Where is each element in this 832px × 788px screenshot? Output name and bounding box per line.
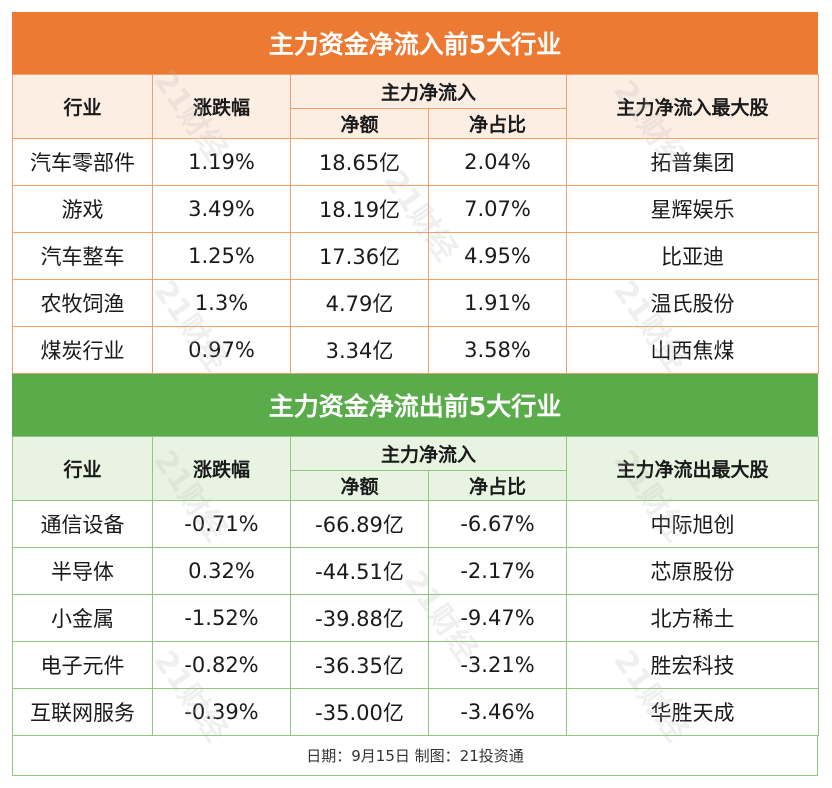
net-amount-cell: 3.34亿 [290, 326, 429, 374]
header-net-amount: 净额 [290, 470, 429, 501]
net-ratio-cell: 1.91% [427, 279, 568, 327]
top-stock-cell: 星辉娱乐 [566, 185, 820, 233]
net-amount-cell: 17.36亿 [290, 232, 429, 280]
header-net-amount: 净额 [290, 108, 429, 139]
footer-credit: 日期：9月15日 制图：21投资通 [12, 736, 818, 776]
top-stock-cell: 芯原股份 [566, 547, 820, 595]
inflow-title: 主力资金净流入前5大行业 [12, 12, 818, 74]
table-row: 农牧饲渔 1.3% 4.79亿 1.91% 温氏股份 [12, 279, 820, 327]
table-row: 小金属 -1.52% -39.88亿 -9.47% 北方稀土 [12, 594, 820, 642]
net-ratio-cell: -9.47% [427, 594, 568, 642]
top-stock-cell: 中际旭创 [566, 500, 820, 548]
change-cell: -0.71% [152, 500, 291, 548]
net-ratio-cell: 4.95% [427, 232, 568, 280]
top-stock-cell: 温氏股份 [566, 279, 820, 327]
inflow-table: 行业 涨跌幅 主力净流入 主力净流入最大股 净额 净占比 汽车零部件 1.19%… [12, 74, 820, 374]
header-change: 涨跌幅 [152, 436, 291, 501]
header-change: 涨跌幅 [152, 74, 291, 139]
industry-cell: 游戏 [12, 185, 153, 233]
net-ratio-cell: -6.67% [427, 500, 568, 548]
header-net-ratio: 净占比 [427, 108, 568, 139]
industry-cell: 半导体 [12, 547, 153, 595]
change-cell: 3.49% [152, 185, 291, 233]
net-amount-cell: -66.89亿 [290, 500, 429, 548]
table-row: 游戏 3.49% 18.19亿 7.07% 星辉娱乐 [12, 185, 820, 233]
top-stock-cell: 北方稀土 [566, 594, 820, 642]
change-cell: -1.52% [152, 594, 291, 642]
header-flow-group: 主力净流入 [289, 436, 568, 471]
outflow-title: 主力资金净流出前5大行业 [12, 374, 818, 436]
header-top-stock: 主力净流出最大股 [566, 436, 820, 501]
net-amount-cell: -36.35亿 [290, 641, 429, 689]
header-industry: 行业 [12, 436, 153, 501]
table-row: 半导体 0.32% -44.51亿 -2.17% 芯原股份 [12, 547, 820, 595]
net-amount-cell: 18.65亿 [290, 138, 429, 186]
net-amount-cell: 4.79亿 [290, 279, 429, 327]
outflow-table: 行业 涨跌幅 主力净流入 主力净流出最大股 净额 净占比 通信设备 -0.71%… [12, 436, 820, 736]
net-ratio-cell: -3.21% [427, 641, 568, 689]
table-row: 汽车整车 1.25% 17.36亿 4.95% 比亚迪 [12, 232, 820, 280]
header-industry: 行业 [12, 74, 153, 139]
net-ratio-cell: -3.46% [427, 688, 568, 736]
top-stock-cell: 山西焦煤 [566, 326, 820, 374]
top-stock-cell: 华胜天成 [566, 688, 820, 736]
change-cell: -0.82% [152, 641, 291, 689]
change-cell: 1.19% [152, 138, 291, 186]
net-ratio-cell: 2.04% [427, 138, 568, 186]
industry-cell: 煤炭行业 [12, 326, 153, 374]
table-row: 汽车零部件 1.19% 18.65亿 2.04% 拓普集团 [12, 138, 820, 186]
industry-cell: 农牧饲渔 [12, 279, 153, 327]
header-top-stock: 主力净流入最大股 [566, 74, 820, 139]
table-row: 互联网服务 -0.39% -35.00亿 -3.46% 华胜天成 [12, 688, 820, 736]
top-stock-cell: 拓普集团 [566, 138, 820, 186]
industry-cell: 电子元件 [12, 641, 153, 689]
net-amount-cell: 18.19亿 [290, 185, 429, 233]
change-cell: -0.39% [152, 688, 291, 736]
header-net-ratio: 净占比 [427, 470, 568, 501]
net-ratio-cell: 3.58% [427, 326, 568, 374]
industry-cell: 通信设备 [12, 500, 153, 548]
table-row: 电子元件 -0.82% -36.35亿 -3.21% 胜宏科技 [12, 641, 820, 689]
header-flow-group: 主力净流入 [289, 74, 568, 109]
net-amount-cell: -39.88亿 [290, 594, 429, 642]
change-cell: 1.3% [152, 279, 291, 327]
change-cell: 1.25% [152, 232, 291, 280]
net-ratio-cell: 7.07% [427, 185, 568, 233]
industry-cell: 汽车零部件 [12, 138, 153, 186]
top-stock-cell: 比亚迪 [566, 232, 820, 280]
fund-flow-infographic: 主力资金净流入前5大行业 行业 涨跌幅 主力净流入 主力净流入最大股 净额 净占… [12, 12, 820, 778]
industry-cell: 汽车整车 [12, 232, 153, 280]
top-stock-cell: 胜宏科技 [566, 641, 820, 689]
industry-cell: 小金属 [12, 594, 153, 642]
net-amount-cell: -35.00亿 [290, 688, 429, 736]
net-amount-cell: -44.51亿 [290, 547, 429, 595]
industry-cell: 互联网服务 [12, 688, 153, 736]
change-cell: 0.97% [152, 326, 291, 374]
table-row: 煤炭行业 0.97% 3.34亿 3.58% 山西焦煤 [12, 326, 820, 374]
table-row: 通信设备 -0.71% -66.89亿 -6.67% 中际旭创 [12, 500, 820, 548]
change-cell: 0.32% [152, 547, 291, 595]
net-ratio-cell: -2.17% [427, 547, 568, 595]
